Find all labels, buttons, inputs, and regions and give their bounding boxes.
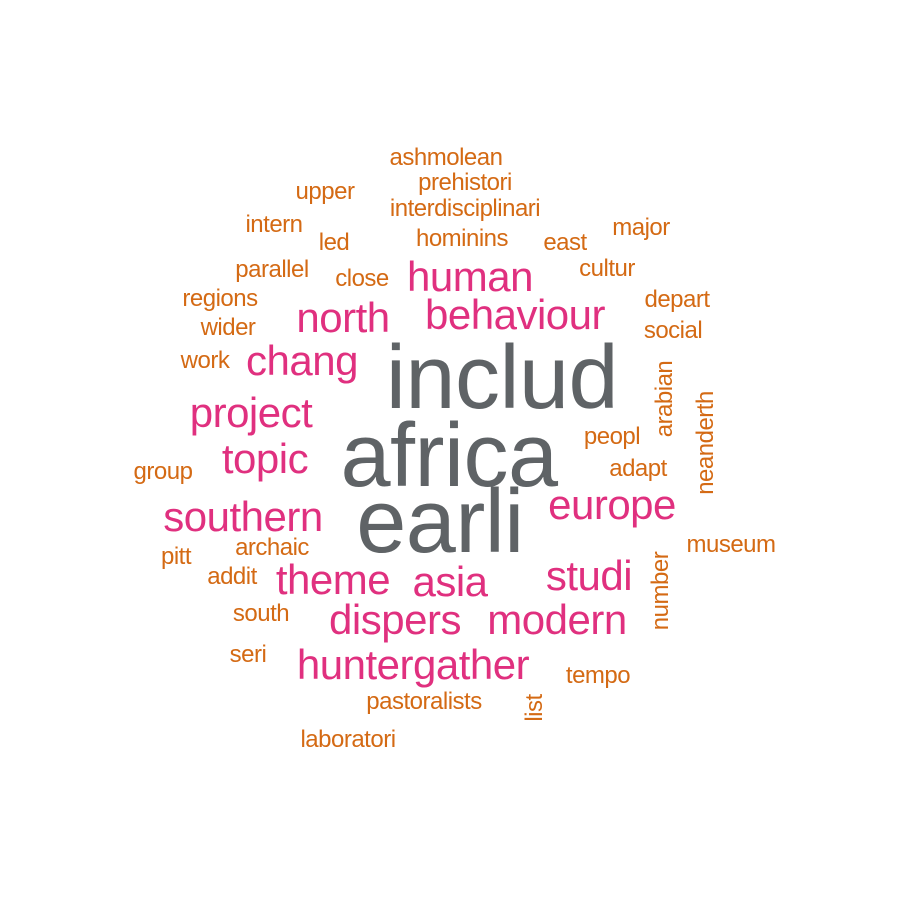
word-parallel: parallel	[235, 256, 309, 283]
word-list: list	[521, 694, 548, 722]
word-major: major	[612, 214, 670, 241]
word-earli: earli	[356, 472, 524, 572]
word-prehistori: prehistori	[418, 169, 512, 196]
word-seri: seri	[229, 641, 267, 668]
word-pitt: pitt	[160, 543, 192, 570]
word-archaic: archaic	[235, 534, 309, 561]
word-south: south	[232, 600, 290, 627]
word-peopl: peopl	[583, 423, 641, 450]
word-addit: addit	[207, 563, 257, 590]
word-number: number	[647, 551, 674, 631]
word-close: close	[335, 265, 389, 292]
word-work: work	[180, 347, 230, 374]
word-asia: asia	[412, 558, 488, 605]
word-behaviour: behaviour	[425, 291, 605, 338]
word-studi: studi	[545, 552, 633, 599]
word-wider: wider	[200, 314, 256, 341]
word-topic: topic	[221, 435, 309, 482]
word-southern: southern	[163, 493, 323, 540]
word-museum: museum	[686, 531, 776, 558]
word-huntergather: huntergather	[296, 641, 530, 688]
word-upper: upper	[295, 178, 355, 205]
word-group: group	[133, 458, 193, 485]
word-depart: depart	[644, 286, 710, 313]
word-modern: modern	[487, 596, 627, 643]
word-neanderth: neanderth	[692, 391, 719, 495]
word-arabian: arabian	[651, 360, 678, 438]
word-tempo: tempo	[565, 662, 631, 689]
word-social: social	[643, 317, 703, 344]
word-europe: europe	[548, 481, 676, 528]
word-theme: theme	[275, 556, 391, 603]
word-ashmolean: ashmolean	[389, 144, 503, 171]
word-east: east	[543, 229, 587, 256]
word-adapt: adapt	[609, 455, 667, 482]
word-regions: regions	[182, 285, 258, 312]
word-project: project	[189, 389, 313, 436]
word-dispers: dispers	[329, 596, 461, 643]
word-human: human	[407, 253, 533, 300]
word-cultur: cultur	[579, 255, 635, 282]
word-chang: chang	[246, 337, 358, 384]
word-hominins: hominins	[415, 225, 509, 252]
word-africa: africa	[340, 406, 558, 506]
word-led: led	[318, 229, 350, 256]
word-pastoralists: pastoralists	[366, 688, 482, 715]
word-includ: includ	[385, 328, 619, 428]
word-laboratori: laboratori	[300, 726, 396, 753]
word-north: north	[296, 294, 390, 341]
word-interdisciplinari: interdisciplinari	[389, 195, 541, 222]
word-intern: intern	[245, 211, 303, 238]
